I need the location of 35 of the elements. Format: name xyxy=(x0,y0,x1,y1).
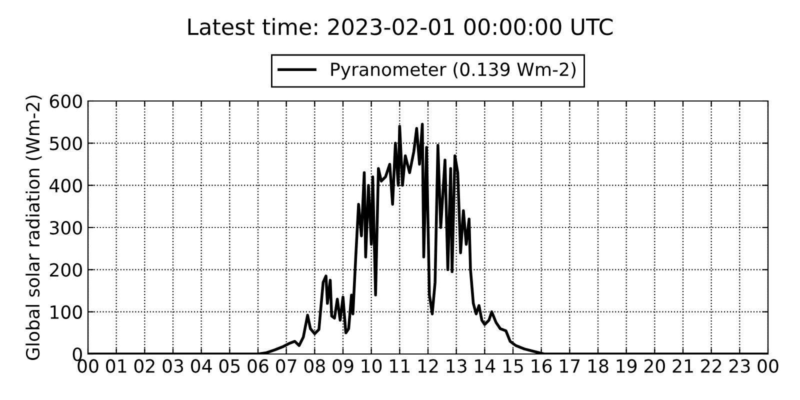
x-tick-label: 20 xyxy=(644,359,665,373)
x-tick-label: 11 xyxy=(390,359,410,373)
y-tick-label: 400 xyxy=(50,178,82,192)
x-tick-label: 23 xyxy=(730,359,750,373)
x-tick-label: 22 xyxy=(701,359,722,373)
y-tick-label: 100 xyxy=(50,305,82,319)
x-tick-label: 21 xyxy=(672,359,693,373)
y-axis-title: Global solar radiation (Wm-2) xyxy=(26,96,42,360)
y-tick-label: 500 xyxy=(50,136,82,150)
x-tick-label: 10 xyxy=(362,359,382,373)
x-tick-label: 19 xyxy=(616,359,637,373)
x-tick-label: 05 xyxy=(219,359,240,373)
x-tick-label: 04 xyxy=(191,359,212,373)
y-tick-label: 600 xyxy=(50,94,82,108)
y-tick-label: 200 xyxy=(50,263,82,277)
y-tick-label: 300 xyxy=(50,220,82,235)
x-tick-label: 16 xyxy=(532,359,552,373)
x-tick-label: 15 xyxy=(503,359,523,373)
x-tick-label: 12 xyxy=(418,359,438,373)
x-tick-label: 02 xyxy=(134,359,154,373)
legend-label: Pyranometer (0.139 Wm-2) xyxy=(331,62,576,80)
x-tick-label: 08 xyxy=(304,359,325,373)
x-tick-label: 18 xyxy=(588,359,608,373)
x-tick-label: 09 xyxy=(332,359,354,373)
x-tick-label: 00 xyxy=(78,359,98,373)
x-tick-label: 03 xyxy=(162,359,184,373)
y-tick-label: 0 xyxy=(72,347,82,362)
x-tick-label: 13 xyxy=(446,359,466,373)
x-tick-label: 07 xyxy=(276,359,296,373)
x-tick-label: 14 xyxy=(475,359,496,373)
x-tick-label: 17 xyxy=(560,359,580,373)
x-tick-label: 06 xyxy=(248,359,268,373)
x-tick-label: 01 xyxy=(106,359,126,373)
chart-title: Latest time: 2023-02-01 00:00:00 UTC xyxy=(188,18,613,36)
x-tick-label: 00 xyxy=(758,359,778,373)
